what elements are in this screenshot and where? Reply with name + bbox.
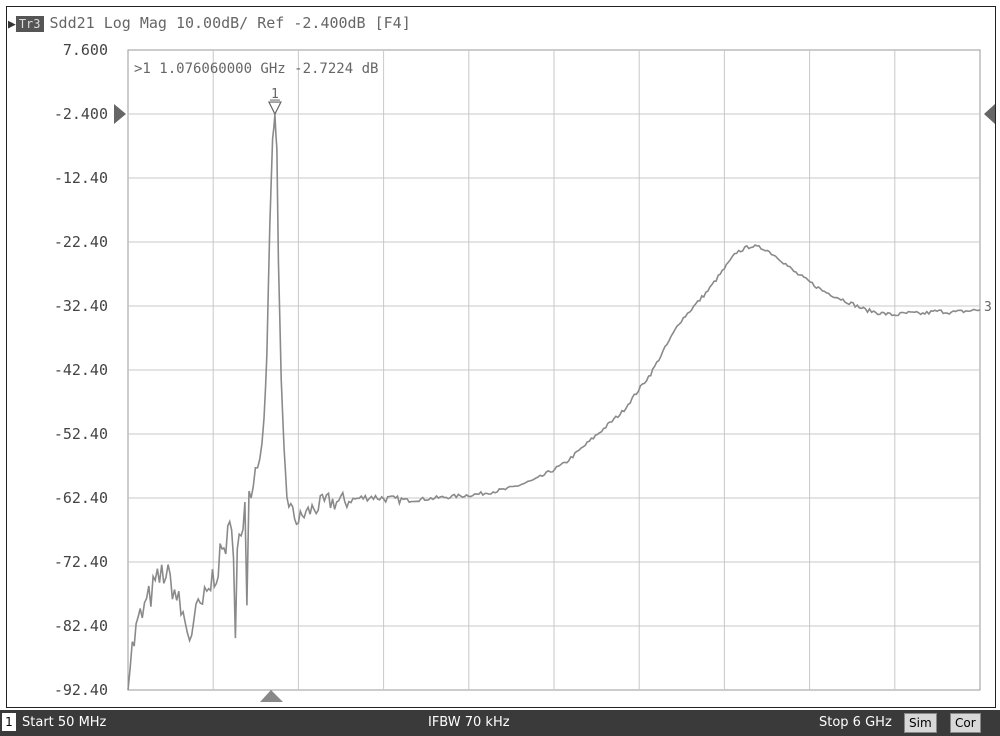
trace-line (127, 114, 981, 691)
y-tick-label: 7.600 (63, 41, 108, 59)
y-tick-label: -92.40 (54, 681, 108, 699)
y-axis-ticks: 7.600 -2.400 -12.40 -22.40 -32.40 -42.40 -52.4… (54, 41, 108, 699)
y-tick-label: -52.40 (54, 425, 108, 443)
channel-number[interactable]: 1 (2, 713, 16, 731)
active-trace-arrow-icon: ▶ (8, 17, 16, 32)
sim-indicator: Sim (904, 713, 937, 733)
stop-frequency[interactable]: Stop 6 GHz (819, 715, 892, 730)
y-tick-label: -32.40 (54, 297, 108, 315)
y-tick-label: -2.400 (54, 105, 108, 123)
cor-indicator: Cor (950, 713, 981, 733)
trace-title: Sdd21 Log Mag 10.00dB/ Ref -2.400dB [F4] (49, 14, 411, 32)
stimulus-marker-arrow-icon[interactable] (260, 690, 283, 702)
start-frequency[interactable]: Start 50 MHz (22, 715, 107, 730)
marker-readout: >1 1.076060000 GHz -2.7224 dB (134, 61, 378, 77)
y-tick-label: -72.40 (54, 553, 108, 571)
y-tick-label: -22.40 (54, 233, 108, 251)
status-bar: 1 Start 50 MHz IFBW 70 kHz Stop 6 GHz Si… (0, 710, 1000, 736)
y-tick-label: -62.40 (54, 489, 108, 507)
y-tick-label: -12.40 (54, 169, 108, 187)
trace-header[interactable]: ▶ Tr3 Sdd21 Log Mag 10.00dB/ Ref -2.400dB … (8, 14, 411, 36)
ref-level-right-arrow-icon[interactable] (984, 104, 995, 124)
trace-end-label: 3 (984, 300, 992, 315)
ref-level-left-arrow-icon[interactable] (114, 104, 126, 124)
marker-1-label: 1 (271, 87, 279, 102)
grid (127, 49, 981, 691)
y-tick-label: -42.40 (54, 361, 108, 379)
marker-1-icon[interactable] (267, 101, 282, 116)
trace-badge[interactable]: Tr3 (15, 16, 44, 32)
y-tick-label: -82.40 (54, 617, 108, 635)
marker-group[interactable]: 1 (267, 87, 282, 116)
ifbw-value[interactable]: IFBW 70 kHz (428, 715, 510, 730)
trace-plot[interactable]: 7.600 -2.400 -12.40 -22.40 -32.40 -42.40 -52.4… (0, 0, 1000, 710)
